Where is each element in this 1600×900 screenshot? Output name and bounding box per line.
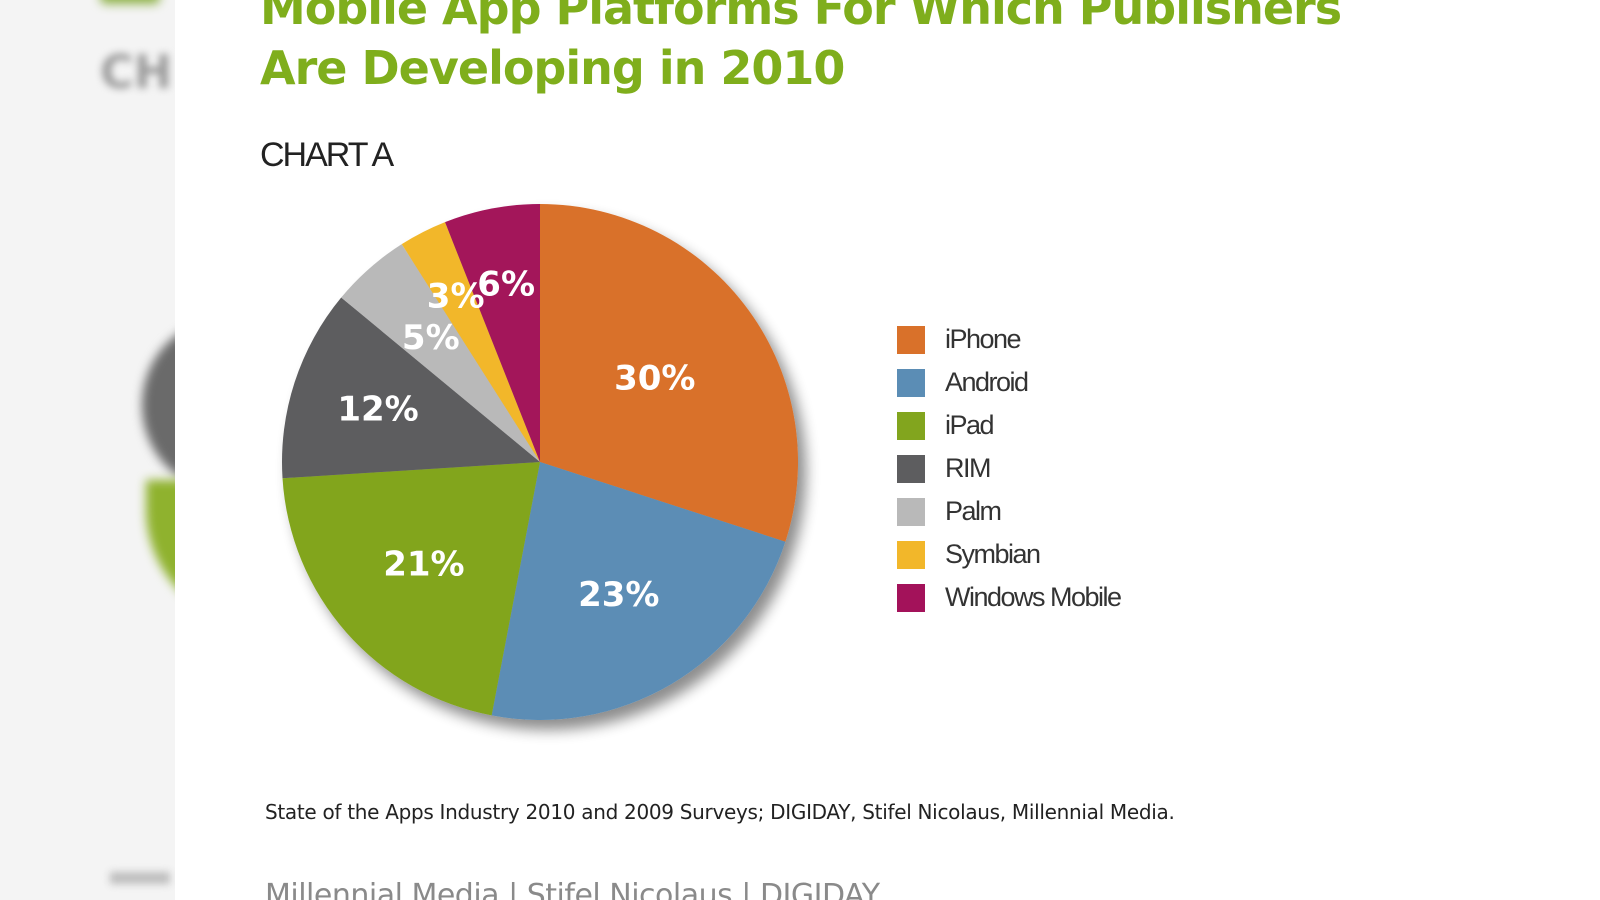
legend-swatch: [897, 325, 925, 354]
blurred-background: CH: [0, 0, 175, 900]
legend-item-iphone: iPhone: [897, 318, 1121, 361]
legend-swatch: [897, 454, 925, 483]
pie-label-rim: 12%: [337, 389, 418, 429]
pie-label-symbian: 3%: [427, 276, 485, 316]
blurred-title-fragment: [100, 0, 160, 4]
pie-slice-rim: [282, 297, 540, 479]
pie-slices: [282, 204, 798, 720]
legend-swatch: [897, 497, 925, 526]
legend-label: RIM: [945, 453, 992, 483]
chart-label: CHART A: [260, 136, 394, 174]
legend-swatch: [897, 368, 925, 397]
blurred-footer-fragment: [110, 872, 170, 884]
legend-item-android: Android: [897, 361, 1121, 404]
pie-slice-symbian: [401, 222, 540, 462]
legend-label: Windows Mobile: [945, 582, 1122, 612]
chart-source: State of the Apps Industry 2010 and 2009…: [265, 800, 1175, 824]
pie-label-windows-mobile: 6%: [477, 265, 535, 305]
pie-label-palm: 5%: [402, 318, 460, 358]
legend-label: iPhone: [945, 324, 1022, 354]
pie-slice-windows-mobile: [445, 204, 540, 462]
chart-title: Mobile App Platforms For Which Publisher…: [260, 0, 1342, 95]
blurred-pie-fragment-green: [146, 480, 175, 630]
legend-label: Palm: [945, 496, 1002, 526]
legend-item-windows-mobile: Windows Mobile: [897, 576, 1122, 619]
pie-label-iphone: 30%: [614, 359, 695, 399]
pie-slice-palm: [341, 244, 540, 462]
pie-label-android: 23%: [578, 575, 659, 615]
legend-item-palm: Palm: [897, 490, 1121, 533]
pie-slice-labels: 30% 23% 21% 12% 5%3%6%: [337, 265, 695, 616]
pie-slice-android: [491, 462, 786, 720]
blurred-text-fragment: CH: [100, 45, 173, 99]
legend-swatch: [897, 411, 925, 440]
legend-label: iPad: [945, 410, 995, 440]
blurred-pie-fragment-gray: [142, 320, 175, 490]
legend-swatch: [897, 583, 925, 612]
legend-item-rim: RIM: [897, 447, 1121, 490]
legend-label: Android: [945, 367, 1029, 397]
pie-label-ipad: 21%: [383, 544, 464, 584]
pie-slice-ipad: [282, 462, 540, 716]
pie-slice-iphone: [540, 204, 798, 542]
pie-chart: 30% 23% 21% 12% 5%3%6%: [282, 204, 798, 720]
page-footer: Millennial Media | Stifel Nicolaus | DIG…: [265, 878, 880, 900]
chart-card: Mobile App Platforms For Which Publisher…: [175, 0, 1405, 900]
legend-item-ipad: iPad: [897, 404, 1121, 447]
chart-legend: iPhone Android iPad RIM Palm Symbian Windows M…: [897, 318, 1122, 619]
legend-item-symbian: Symbian: [897, 533, 1121, 576]
legend-label: Symbian: [945, 539, 1041, 569]
legend-swatch: [897, 540, 925, 569]
